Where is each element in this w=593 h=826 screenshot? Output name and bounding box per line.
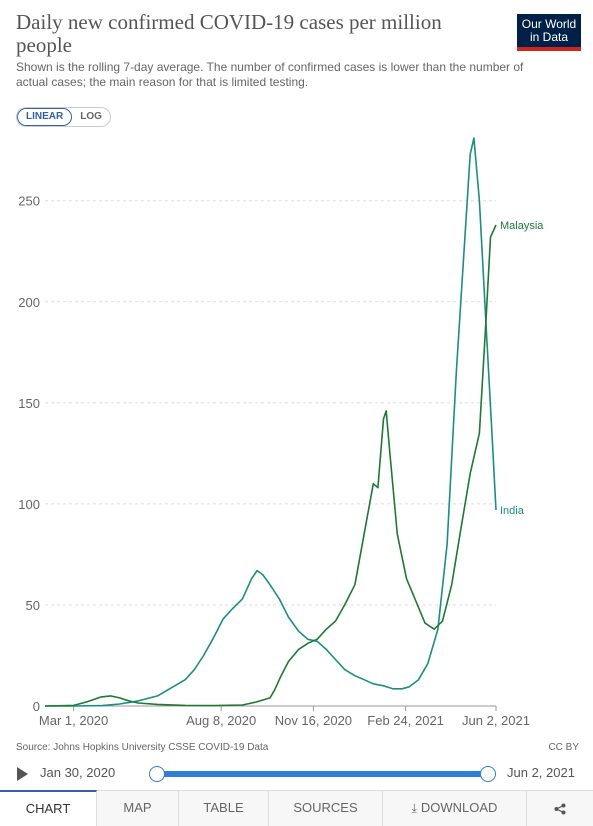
logo-line-2: in Data <box>529 30 569 44</box>
series-line-malaysia <box>44 224 497 707</box>
series-lines <box>44 137 497 707</box>
chart-subtitle: Shown is the rolling 7-day average. The … <box>16 60 524 89</box>
y-tick-label: 250 <box>18 194 40 209</box>
y-axis-ticks: 0 50 100 150 200 250 <box>18 194 40 714</box>
play-icon[interactable] <box>17 767 28 781</box>
share-button[interactable] <box>527 791 593 826</box>
gridlines <box>45 200 496 707</box>
timeline: Jan 30, 2020 Jun 2, 2021 <box>0 760 593 788</box>
timeline-start-date: Jan 30, 2020 <box>40 765 116 780</box>
y-tick-label: 100 <box>18 497 40 512</box>
tab-table[interactable]: TABLE <box>179 791 269 826</box>
y-tick-label: 200 <box>18 295 40 310</box>
y-tick-label: 150 <box>18 396 40 411</box>
line-chart: 0 50 100 150 200 250 Mar 1, 2020 Aug 8, 2020 No… <box>18 137 544 728</box>
x-tick-label: Nov 16, 2020 <box>275 713 352 728</box>
series-label-malaysia: Malaysia <box>500 220 544 232</box>
timeline-end-handle[interactable] <box>480 766 496 782</box>
owid-logo[interactable]: Our World in Data <box>517 14 581 51</box>
series-label-india: India <box>500 505 525 517</box>
y-tick-label: 50 <box>26 598 40 613</box>
x-axis-ticks: Mar 1, 2020 Aug 8, 2020 Nov 16, 2020 Feb 24… <box>39 706 530 728</box>
scale-toggle[interactable]: LINEAR LOG <box>16 107 111 127</box>
source-note[interactable]: Source: Johns Hopkins University CSSE CO… <box>16 742 269 753</box>
download-label: DOWNLOAD <box>420 800 498 815</box>
license-label[interactable]: CC BY <box>548 742 579 753</box>
series-line-india <box>45 137 497 707</box>
x-tick-label: Mar 1, 2020 <box>39 713 108 728</box>
tab-sources[interactable]: SOURCES <box>269 791 383 826</box>
chart-title: Daily new confirmed COVID-19 cases per m… <box>16 10 442 57</box>
series-labels: India Malaysia <box>500 220 544 517</box>
tab-chart[interactable]: CHART <box>0 790 97 826</box>
bottom-tabs: CHART MAP TABLE SOURCES ⤓ DOWNLOAD <box>0 790 593 826</box>
x-tick-label: Feb 24, 2021 <box>367 713 444 728</box>
timeline-start-handle[interactable] <box>149 766 165 782</box>
share-icon <box>554 803 566 815</box>
y-tick-label: 0 <box>33 699 40 714</box>
linear-scale-button[interactable]: LINEAR <box>17 108 73 126</box>
x-tick-label: Jun 2, 2021 <box>462 713 530 728</box>
tab-download[interactable]: ⤓ DOWNLOAD <box>383 791 527 826</box>
download-icon: ⤓ <box>411 801 417 815</box>
logo-accent-bar <box>517 47 581 51</box>
timeline-track[interactable] <box>155 771 489 777</box>
log-scale-button[interactable]: LOG <box>80 111 102 122</box>
tab-map[interactable]: MAP <box>97 791 179 826</box>
timeline-end-date: Jun 2, 2021 <box>507 765 575 780</box>
logo-line-1: Our World <box>521 17 577 31</box>
x-tick-label: Aug 8, 2020 <box>186 713 256 728</box>
